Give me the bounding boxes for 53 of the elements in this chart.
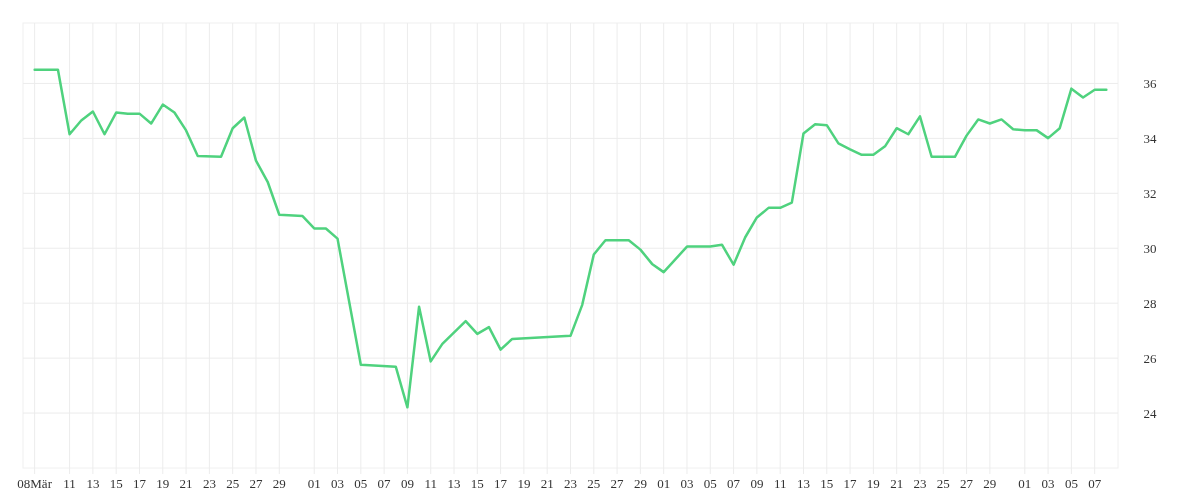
x-tick-label: 21 (540, 476, 554, 491)
x-tick-label: 09 (400, 476, 414, 491)
x-tick-label: 19 (517, 476, 531, 491)
y-tick-label: 24 (1143, 405, 1157, 421)
x-tick-label: 27 (960, 476, 974, 491)
x-tick-label: 03 (680, 476, 694, 491)
x-tick-label: 25 (226, 476, 240, 491)
x-tick-label: 08Mär (17, 476, 53, 491)
x-tick-label: 05 (354, 476, 368, 491)
x-tick-label: 23 (202, 476, 216, 491)
x-tick-label: 11 (63, 476, 76, 491)
x-tick-label: 13 (447, 476, 461, 491)
x-tick-label: 29 (272, 476, 286, 491)
x-tick-label: 01 (307, 476, 321, 491)
x-tick-label: 29 (983, 476, 997, 491)
x-tick-label: 03 (331, 476, 345, 491)
x-tick-label: 11 (773, 476, 787, 491)
x-tick-label: 15 (820, 476, 834, 491)
line-series (33, 68, 1108, 409)
x-tick-label: 21 (179, 476, 193, 491)
y-tick-label: 32 (1143, 185, 1157, 201)
x-tick-label: 05 (1064, 476, 1078, 491)
x-tick-label: 23 (564, 476, 577, 491)
x-tick-label: 17 (843, 476, 858, 491)
x-tick-label: 05 (703, 476, 717, 491)
x-tick-label: 13 (86, 476, 100, 491)
y-tick-label: 26 (1143, 350, 1157, 366)
x-tick-label: 27 (249, 476, 263, 491)
y-tick-label: 36 (1143, 75, 1157, 91)
x-tick-label: 15 (470, 476, 484, 491)
x-tick-label: 17 (132, 476, 147, 491)
x-tick-label: 11 (424, 476, 437, 491)
x-tick-label: 19 (866, 476, 880, 491)
x-tick-label: 23 (913, 476, 927, 491)
x-tick-label: 03 (1041, 476, 1055, 491)
y-tick-label: 30 (1143, 240, 1157, 256)
x-tick-label: 21 (890, 476, 904, 491)
x-tick-label: 07 (727, 476, 741, 491)
x-tick-label: 17 (494, 476, 508, 491)
x-tick-label: 01 (1018, 476, 1032, 491)
x-tick-label: 25 (587, 476, 601, 491)
x-tick-label: 19 (156, 476, 170, 491)
x-tick-label: 25 (936, 476, 950, 491)
x-tick-label: 27 (610, 476, 625, 491)
x-tick-label: 13 (796, 476, 810, 491)
y-tick-label: 28 (1143, 295, 1157, 311)
x-tick-label: 07 (377, 476, 392, 491)
x-tick-label: 29 (633, 476, 647, 491)
y-tick-label: 34 (1143, 130, 1157, 146)
x-tick-label: 09 (750, 476, 764, 491)
x-tick-label: 07 (1088, 476, 1102, 491)
x-tick-label: 01 (657, 476, 671, 491)
x-tick-label: 15 (109, 476, 123, 491)
